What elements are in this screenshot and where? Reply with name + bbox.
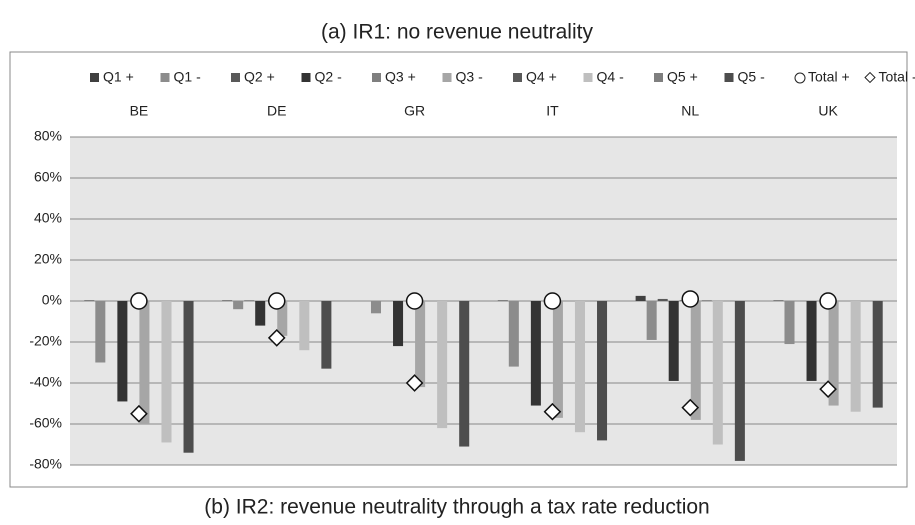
bar (530, 301, 541, 406)
bar (183, 301, 194, 453)
y-tick-label: -20% (29, 333, 62, 349)
legend-swatch (372, 73, 381, 82)
total-marker (543, 402, 562, 421)
bar (712, 301, 723, 445)
legend-label: Q3 + (385, 69, 416, 85)
bar (828, 301, 839, 406)
total-marker (130, 404, 148, 423)
legend-label: Q2 - (315, 69, 343, 85)
bar (657, 298, 668, 301)
legend-swatch (654, 73, 663, 82)
bar (701, 300, 712, 301)
total-marker (681, 398, 700, 417)
total-marker (267, 329, 286, 347)
y-tick-label: 0% (42, 292, 62, 308)
x-tick-label: IT (546, 103, 559, 119)
y-tick-label: 60% (34, 169, 62, 185)
bar (437, 301, 448, 429)
chart-title: (a) IR1: no revenue neutrality (321, 21, 593, 44)
total-marker (543, 292, 562, 310)
x-tick-label: DE (267, 103, 286, 119)
legend-label: Q5 - (738, 69, 766, 85)
bar (635, 295, 646, 301)
bar (497, 300, 508, 301)
legend-label: Total + (808, 69, 850, 85)
bar (806, 301, 817, 381)
total-marker (819, 292, 837, 310)
legend-swatch (160, 73, 170, 82)
legend-label: Q1 + (103, 69, 134, 85)
y-tick-label: 20% (34, 251, 62, 267)
y-tick-label: 80% (34, 128, 62, 144)
legend-swatch (90, 73, 99, 82)
legend-label: Q2 + (244, 69, 275, 85)
bar (508, 301, 519, 367)
y-tick-label: -60% (29, 415, 62, 431)
legend-swatch (724, 73, 734, 82)
y-tick-label: -80% (29, 456, 62, 472)
bar (393, 301, 404, 347)
legend-marker (864, 71, 876, 84)
legend-swatch (442, 73, 452, 82)
legend-label: Q4 - (597, 69, 625, 85)
bar (370, 301, 382, 314)
bar (233, 301, 244, 310)
bar (277, 301, 288, 336)
bar (321, 301, 332, 369)
bar (222, 300, 233, 301)
bar (690, 301, 701, 420)
total-marker (268, 292, 286, 310)
bar (95, 301, 106, 363)
bar (139, 301, 150, 424)
bar (552, 301, 563, 418)
bar (415, 301, 426, 388)
legend-swatch (301, 73, 311, 82)
legend-label: Q4 + (526, 69, 557, 85)
x-tick-label: NL (681, 103, 699, 119)
bar (244, 300, 255, 301)
bar (872, 301, 883, 408)
bar (84, 300, 95, 301)
bar (299, 301, 310, 351)
legend-swatch (513, 73, 522, 82)
total-marker (405, 374, 424, 392)
legend-swatch (583, 73, 593, 82)
bar (784, 301, 795, 345)
legend-label: Q5 + (667, 69, 698, 85)
bar (117, 301, 128, 402)
y-tick-label: 40% (34, 210, 62, 226)
x-tick-label: GR (404, 103, 425, 119)
bar (459, 301, 470, 447)
total-marker (405, 292, 424, 310)
bar (668, 301, 679, 381)
bar (161, 301, 172, 443)
bar (597, 301, 608, 441)
x-tick-label: UK (818, 103, 838, 119)
legend-label: Q1 - (174, 69, 202, 85)
caption: (b) IR2: revenue neutrality through a ta… (204, 496, 709, 519)
bar (773, 300, 784, 301)
legend-label: Total - (879, 69, 915, 85)
legend-swatch (231, 73, 240, 82)
bar (850, 301, 861, 412)
legend-label: Q3 - (456, 69, 484, 85)
total-marker (681, 290, 699, 308)
y-tick-label: -40% (29, 374, 62, 390)
bar (255, 301, 266, 326)
bar (646, 301, 657, 340)
legend-marker (794, 72, 806, 84)
bar (574, 301, 585, 433)
bar (734, 301, 745, 461)
x-tick-label: BE (130, 103, 149, 119)
total-marker (819, 380, 837, 398)
total-marker (130, 292, 148, 310)
